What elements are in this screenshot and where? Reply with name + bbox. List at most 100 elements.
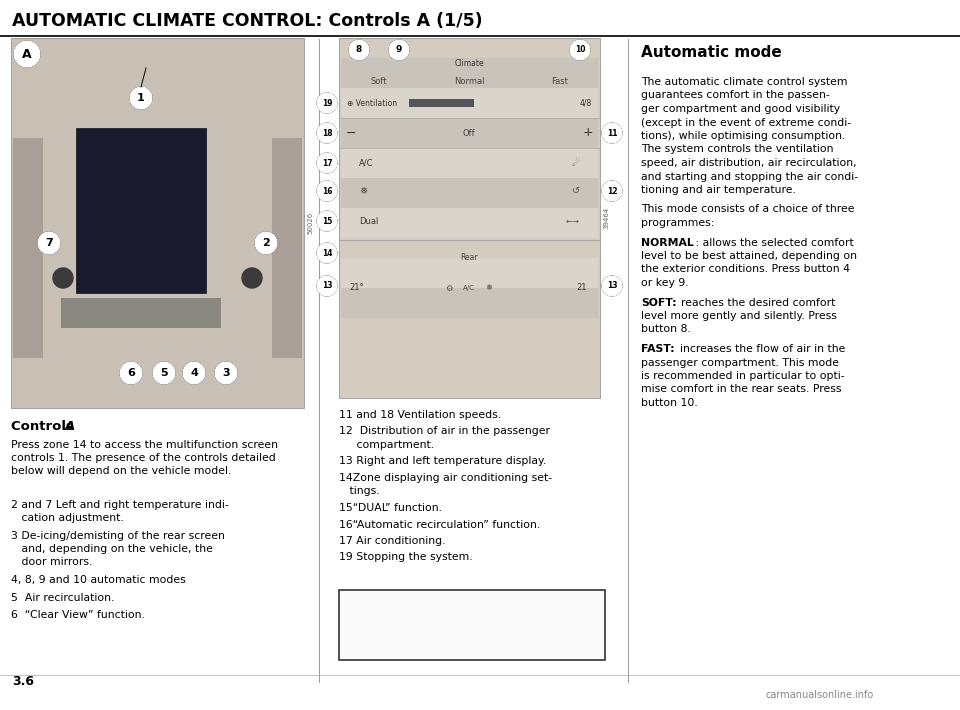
Bar	[341, 88, 598, 118]
Text: 11 and 18 Ventilation speeds.: 11 and 18 Ventilation speeds.	[339, 410, 501, 420]
Bar	[341, 263, 598, 268]
Text: 3.6: 3.6	[12, 675, 34, 688]
Text: This mode consists of a choice of three: This mode consists of a choice of three	[641, 204, 854, 214]
Bar	[341, 258, 598, 288]
Text: reaches the desired comfort: reaches the desired comfort	[674, 297, 835, 307]
Text: ⚙: ⚙	[445, 283, 453, 293]
Circle shape	[602, 123, 622, 143]
Text: SOFT:: SOFT:	[641, 297, 677, 307]
Text: Controls: Controls	[11, 420, 79, 433]
Circle shape	[215, 362, 237, 384]
Text: The system controls the ventilation: The system controls the ventilation	[641, 145, 833, 155]
Text: 4/8: 4/8	[580, 99, 592, 107]
Text: 2 and 7 Left and right temperature indi-
   cation adjustment.: 2 and 7 Left and right temperature indi-…	[11, 500, 228, 523]
Text: A/C: A/C	[359, 158, 373, 168]
Text: 13: 13	[607, 281, 617, 290]
Text: A: A	[65, 420, 75, 433]
Circle shape	[317, 123, 337, 143]
Text: 4: 4	[190, 368, 198, 378]
Circle shape	[317, 153, 337, 173]
Text: 16: 16	[322, 187, 332, 195]
Circle shape	[120, 362, 142, 384]
Circle shape	[14, 41, 40, 67]
Text: Press zone 14 to access the multifunction screen
controls 1. The presence of the: Press zone 14 to access the multifunctio…	[11, 440, 278, 476]
Circle shape	[602, 276, 622, 296]
Text: Fast: Fast	[552, 77, 568, 85]
Text: 39464: 39464	[603, 207, 609, 229]
Circle shape	[130, 87, 152, 109]
Text: ↺: ↺	[572, 186, 580, 196]
Text: 16“Automatic recirculation” function.: 16“Automatic recirculation” function.	[339, 520, 540, 530]
Bar	[339, 590, 605, 660]
Bar	[272, 138, 302, 358]
Text: increases the flow of air in the: increases the flow of air in the	[673, 344, 846, 354]
Circle shape	[317, 93, 337, 113]
Text: or key 9.: or key 9.	[641, 278, 688, 288]
Bar	[76, 128, 206, 293]
Text: tioning and air temperature.: tioning and air temperature.	[641, 185, 796, 195]
Bar	[341, 118, 598, 148]
Text: 13 Right and left temperature display.: 13 Right and left temperature display.	[339, 457, 546, 466]
Bar	[341, 288, 598, 318]
Text: −: −	[346, 126, 356, 139]
Text: 10: 10	[575, 45, 586, 55]
Circle shape	[317, 276, 337, 296]
Text: button 10.: button 10.	[641, 398, 698, 408]
Text: ger compartment and good visibility: ger compartment and good visibility	[641, 104, 840, 114]
Text: ←→: ←→	[566, 217, 580, 226]
Text: 5: 5	[160, 368, 168, 378]
Text: : allows the selected comfort: : allows the selected comfort	[692, 238, 853, 248]
Circle shape	[570, 40, 590, 60]
Text: tions), while optimising consumption.: tions), while optimising consumption.	[641, 131, 846, 141]
Text: 15: 15	[322, 217, 332, 226]
Text: 4, 8, 9 and 10 automatic modes: 4, 8, 9 and 10 automatic modes	[11, 576, 185, 586]
Text: A: A	[22, 48, 32, 60]
Text: 18: 18	[322, 129, 332, 138]
Circle shape	[242, 268, 262, 288]
Bar	[409, 99, 474, 107]
Text: 21°: 21°	[349, 283, 364, 293]
Text: 6  “Clear View” function.: 6 “Clear View” function.	[11, 611, 145, 621]
Text: 19 Stopping the system.: 19 Stopping the system.	[339, 552, 472, 562]
Text: passenger compartment. This mode: passenger compartment. This mode	[641, 358, 839, 368]
Circle shape	[183, 362, 205, 384]
Circle shape	[153, 362, 175, 384]
Text: 13: 13	[322, 281, 332, 290]
Text: 8: 8	[356, 45, 362, 55]
Text: Off: Off	[463, 129, 475, 138]
Circle shape	[53, 268, 73, 288]
Bar	[341, 208, 598, 238]
Circle shape	[317, 211, 337, 231]
Text: and starting and stopping the air condi-: and starting and stopping the air condi-	[641, 172, 858, 182]
Text: Some buttons have a warning light
indicating their operative state.: Some buttons have a warning light indica…	[347, 598, 539, 622]
Text: AUTOMATIC CLIMATE CONTROL: Controls A (1/5): AUTOMATIC CLIMATE CONTROL: Controls A (1…	[12, 12, 483, 30]
Circle shape	[255, 232, 277, 254]
Text: 3: 3	[222, 368, 229, 378]
Text: 12  Distribution of air in the passenger
     compartment.: 12 Distribution of air in the passenger …	[339, 427, 550, 449]
Text: FAST:: FAST:	[641, 344, 675, 354]
Text: 1: 1	[137, 93, 145, 103]
Text: level to be best attained, depending on: level to be best attained, depending on	[641, 251, 857, 261]
Bar	[11, 38, 304, 408]
Text: NORMAL: NORMAL	[641, 238, 694, 248]
Bar	[341, 178, 598, 208]
Text: 2: 2	[262, 238, 270, 248]
Text: 14: 14	[322, 248, 332, 258]
Text: 15“DUAL” function.: 15“DUAL” function.	[339, 503, 442, 513]
Text: mise comfort in the rear seats. Press: mise comfort in the rear seats. Press	[641, 385, 842, 395]
Text: 50026: 50026	[307, 212, 313, 234]
Circle shape	[317, 243, 337, 263]
Text: button 8.: button 8.	[641, 324, 691, 334]
Text: The automatic climate control system: The automatic climate control system	[641, 77, 848, 87]
Text: 6: 6	[127, 368, 135, 378]
Text: ❅: ❅	[359, 186, 367, 196]
Text: A/C: A/C	[463, 285, 475, 291]
Text: Dual: Dual	[359, 217, 378, 226]
Text: 7: 7	[45, 238, 53, 248]
Text: carmanualsonline.info: carmanualsonline.info	[766, 690, 875, 700]
Text: 11: 11	[607, 129, 617, 138]
Text: 17: 17	[322, 158, 332, 168]
Circle shape	[317, 181, 337, 201]
Circle shape	[389, 40, 409, 60]
Bar	[61, 298, 221, 328]
